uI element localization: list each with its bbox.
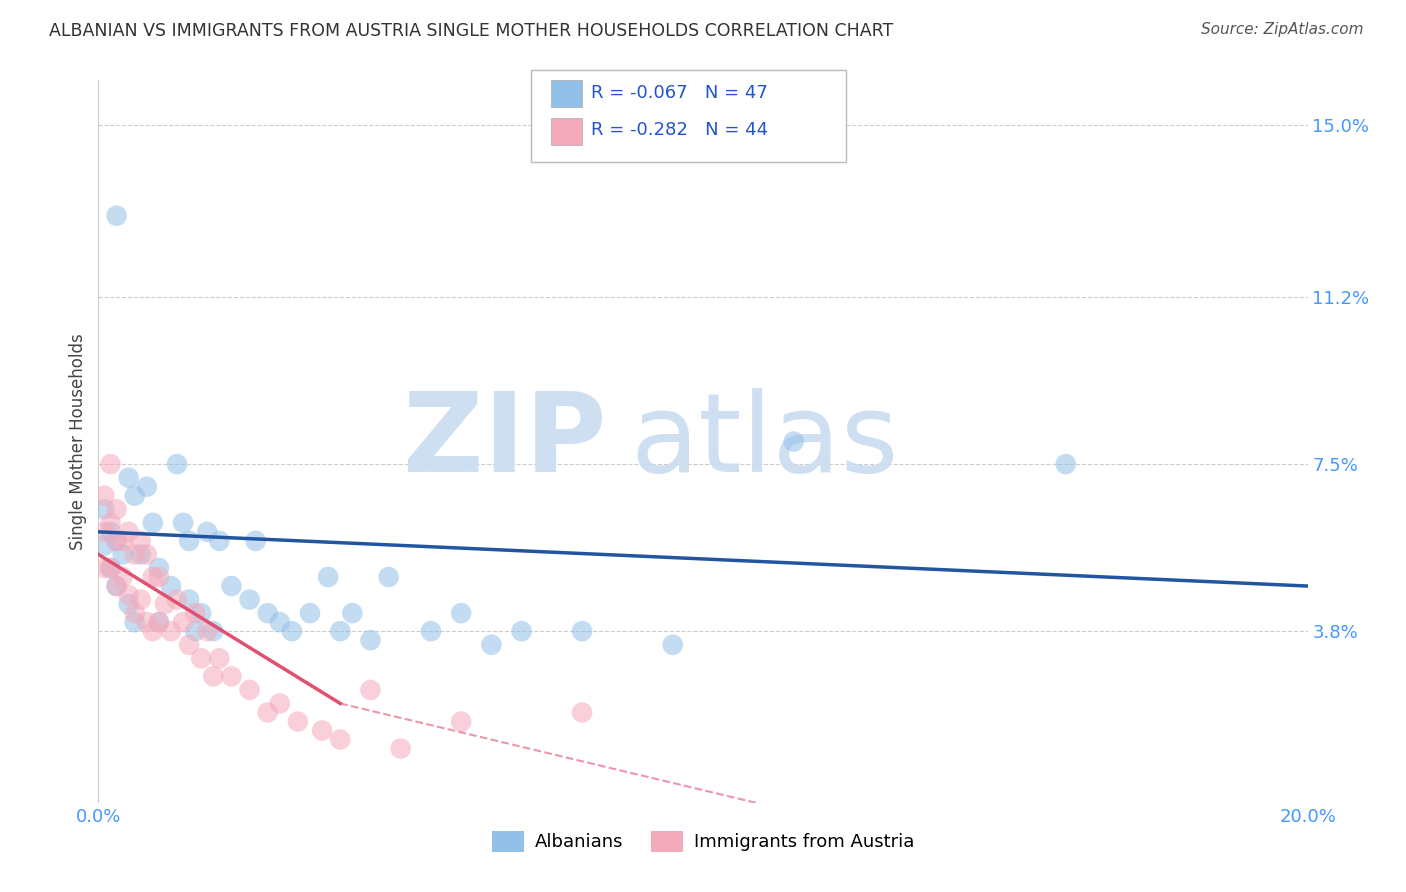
Point xyxy=(389,741,412,756)
Point xyxy=(571,624,593,639)
Point xyxy=(135,480,157,494)
Point xyxy=(105,502,128,516)
Point xyxy=(661,638,683,652)
Point xyxy=(129,533,152,548)
Legend: Albanians, Immigrants from Austria: Albanians, Immigrants from Austria xyxy=(485,823,921,859)
Point xyxy=(129,548,152,562)
Point xyxy=(148,570,170,584)
Point xyxy=(118,471,141,485)
Point xyxy=(190,651,212,665)
Point xyxy=(100,516,122,530)
Point xyxy=(202,669,225,683)
Point xyxy=(195,624,218,639)
Point xyxy=(208,533,231,548)
Point xyxy=(142,516,165,530)
Point xyxy=(329,624,352,639)
Point xyxy=(202,624,225,639)
Point xyxy=(269,697,291,711)
Point xyxy=(360,633,382,648)
Text: ZIP: ZIP xyxy=(404,388,606,495)
Point xyxy=(269,615,291,630)
Point xyxy=(179,592,201,607)
Point xyxy=(1054,457,1077,471)
Point xyxy=(172,615,194,630)
Point xyxy=(571,706,593,720)
Text: Source: ZipAtlas.com: Source: ZipAtlas.com xyxy=(1201,22,1364,37)
Point xyxy=(105,533,128,548)
Point xyxy=(135,615,157,630)
Point xyxy=(142,570,165,584)
Point xyxy=(281,624,304,639)
Point xyxy=(172,516,194,530)
Point xyxy=(316,570,339,584)
Point xyxy=(160,624,183,639)
Point xyxy=(377,570,399,584)
Point xyxy=(239,592,262,607)
Point xyxy=(195,524,218,539)
Point xyxy=(239,682,262,697)
Point xyxy=(100,524,122,539)
Point xyxy=(510,624,533,639)
Point xyxy=(100,561,122,575)
Point xyxy=(105,579,128,593)
Point xyxy=(783,434,806,449)
Point xyxy=(190,606,212,620)
Point xyxy=(329,732,352,747)
Point xyxy=(118,588,141,602)
Point xyxy=(311,723,333,738)
Point xyxy=(420,624,443,639)
Point xyxy=(360,682,382,697)
Point xyxy=(256,606,278,620)
Text: atlas: atlas xyxy=(630,388,898,495)
Point xyxy=(245,533,267,548)
Point xyxy=(100,561,122,575)
Point xyxy=(124,548,146,562)
Point xyxy=(166,592,188,607)
Point xyxy=(184,606,207,620)
Point xyxy=(93,524,115,539)
Point xyxy=(148,615,170,630)
Point xyxy=(118,524,141,539)
Point xyxy=(105,533,128,548)
Point xyxy=(221,669,243,683)
Point xyxy=(105,579,128,593)
Point xyxy=(450,714,472,729)
Point xyxy=(135,548,157,562)
Point xyxy=(105,209,128,223)
Point xyxy=(111,570,134,584)
Point xyxy=(256,706,278,720)
Point xyxy=(342,606,364,620)
Point xyxy=(111,533,134,548)
Text: ALBANIAN VS IMMIGRANTS FROM AUSTRIA SINGLE MOTHER HOUSEHOLDS CORRELATION CHART: ALBANIAN VS IMMIGRANTS FROM AUSTRIA SING… xyxy=(49,22,893,40)
Point xyxy=(221,579,243,593)
Point xyxy=(124,615,146,630)
Y-axis label: Single Mother Households: Single Mother Households xyxy=(69,334,87,549)
Text: R = -0.067   N = 47: R = -0.067 N = 47 xyxy=(591,84,768,102)
Point xyxy=(184,624,207,639)
Point xyxy=(179,533,201,548)
Point xyxy=(124,606,146,620)
Point xyxy=(166,457,188,471)
Point xyxy=(93,561,115,575)
Point xyxy=(179,638,201,652)
Point xyxy=(93,502,115,516)
Point xyxy=(450,606,472,620)
Text: R = -0.282   N = 44: R = -0.282 N = 44 xyxy=(591,121,768,139)
Point xyxy=(142,624,165,639)
Point xyxy=(153,597,176,611)
Point xyxy=(93,538,115,552)
Point xyxy=(208,651,231,665)
Point xyxy=(93,489,115,503)
Point xyxy=(481,638,503,652)
Point xyxy=(287,714,309,729)
Point xyxy=(100,457,122,471)
Point xyxy=(299,606,322,620)
Point xyxy=(129,592,152,607)
Point xyxy=(148,615,170,630)
Point xyxy=(111,548,134,562)
Point xyxy=(160,579,183,593)
Point xyxy=(118,597,141,611)
Point xyxy=(148,561,170,575)
Point xyxy=(124,489,146,503)
